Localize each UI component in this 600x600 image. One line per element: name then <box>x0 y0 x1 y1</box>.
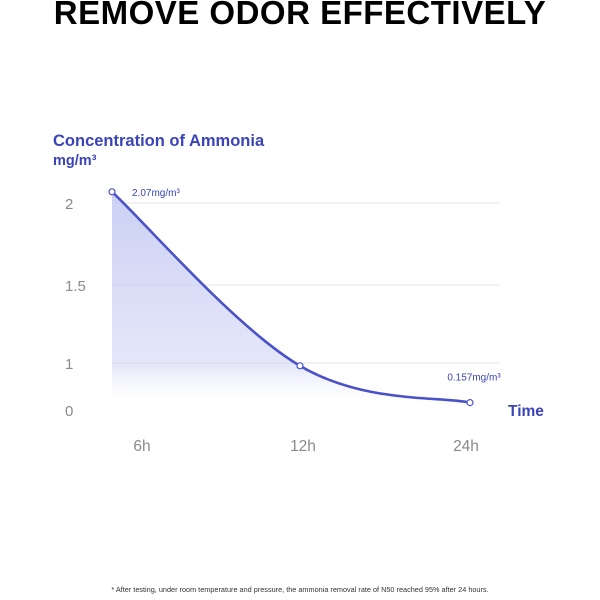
data-label: 2.07mg/m³ <box>132 188 180 199</box>
x-axis-title: Time <box>508 403 544 420</box>
data-point <box>296 362 304 370</box>
x-tick-label: 24h <box>453 438 479 455</box>
y-axis-title: Concentration of Ammonia <box>53 132 265 150</box>
series-points <box>108 188 474 407</box>
data-label: 0.157mg/m³ <box>447 373 501 384</box>
page-headline: REMOVE ODOR EFFECTIVELY <box>53 0 547 31</box>
series-line <box>110 190 472 404</box>
x-tick-label: 12h <box>290 438 316 455</box>
y-tick-label: 2 <box>65 196 73 213</box>
y-tick-label: 1.5 <box>65 278 86 295</box>
data-point <box>466 399 474 407</box>
x-tick-label: 6h <box>133 438 150 455</box>
footnote: * After testing, under room temperature … <box>111 585 489 594</box>
series-line-path <box>110 190 472 404</box>
y-tick-label: 1 <box>65 356 73 373</box>
series-area <box>112 191 470 410</box>
data-point <box>108 188 116 196</box>
y-axis-unit: mg/m³ <box>53 153 97 169</box>
area-fill <box>112 191 470 410</box>
chart-text: Concentration of Ammonia mg/m³ Time 2 1.5… <box>53 132 544 455</box>
y-tick-label: 0 <box>65 403 73 420</box>
